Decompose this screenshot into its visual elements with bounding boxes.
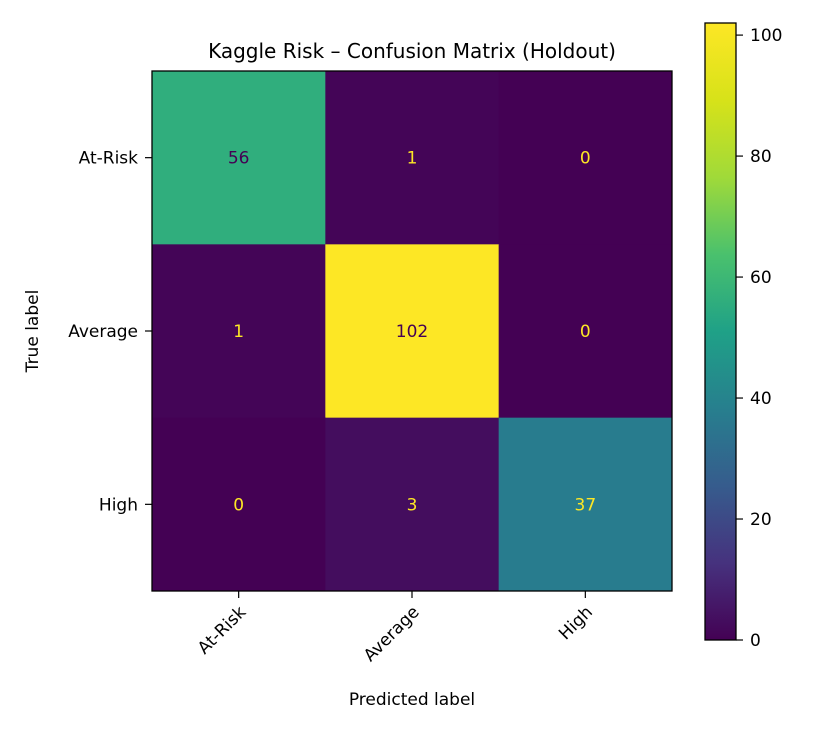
cell-value-label: 1 bbox=[233, 322, 244, 342]
x-tick-label: Average bbox=[360, 602, 424, 666]
colorbar-tick-label: 20 bbox=[750, 510, 772, 530]
x-tick-label: High bbox=[555, 602, 597, 644]
y-axis-ticks: At-Risk Average High bbox=[68, 149, 152, 515]
colorbar-tick-label: 40 bbox=[750, 389, 772, 409]
heatmap-cell bbox=[498, 417, 673, 592]
cell-value-label: 102 bbox=[396, 322, 428, 342]
cell-value-label: 37 bbox=[575, 495, 597, 515]
heatmap-cell bbox=[498, 71, 673, 245]
colorbar bbox=[704, 22, 737, 641]
colorbar-tick-label: 60 bbox=[750, 268, 772, 288]
heatmap-cell bbox=[325, 244, 500, 419]
cell-value-label: 3 bbox=[407, 495, 418, 515]
colorbar-tick-label: 0 bbox=[750, 631, 761, 651]
chart-title: Kaggle Risk – Confusion Matrix (Holdout) bbox=[208, 39, 616, 63]
heatmap-cell bbox=[325, 417, 500, 592]
heatmap-cell bbox=[152, 244, 326, 419]
cell-value-label: 56 bbox=[228, 149, 250, 169]
colorbar-ticks: 0 20 40 60 80 100 bbox=[736, 26, 782, 651]
cell-value-label: 1 bbox=[407, 149, 418, 169]
heatmap-cell-labels: 56 1 0 1 102 0 0 3 37 bbox=[228, 149, 596, 516]
cell-value-label: 0 bbox=[580, 149, 591, 169]
y-axis-label: True label bbox=[23, 290, 43, 374]
y-tick-label: Average bbox=[68, 322, 138, 342]
heatmap-cells bbox=[152, 71, 673, 592]
colorbar-tick-label: 100 bbox=[750, 26, 782, 46]
heatmap-cell bbox=[152, 71, 326, 245]
y-tick-label: At-Risk bbox=[79, 149, 139, 169]
cell-value-label: 0 bbox=[233, 495, 244, 515]
x-axis-label: Predicted label bbox=[349, 690, 475, 710]
heatmap-cell bbox=[498, 244, 673, 419]
heatmap-cell bbox=[325, 71, 500, 245]
y-tick-label: High bbox=[99, 495, 138, 515]
x-tick-label: At-Risk bbox=[194, 602, 250, 658]
colorbar-tick-label: 80 bbox=[750, 147, 772, 167]
cell-value-label: 0 bbox=[580, 322, 591, 342]
heatmap-cell bbox=[152, 417, 326, 592]
x-axis-ticks: At-Risk Average High bbox=[194, 591, 597, 666]
